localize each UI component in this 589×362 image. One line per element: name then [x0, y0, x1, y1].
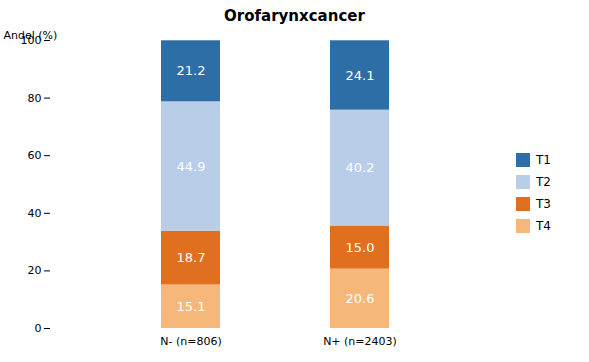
svg-text:20.6: 20.6: [346, 291, 375, 306]
svg-text:80: 80: [28, 92, 42, 105]
svg-text:21.2: 21.2: [177, 63, 206, 78]
svg-text:N+ (n=2403): N+ (n=2403): [323, 335, 397, 348]
svg-text:18.7: 18.7: [177, 250, 206, 265]
html-text:T1: T1: [536, 153, 551, 167]
svg-text:Andel (%): Andel (%): [4, 29, 58, 42]
html-text:T3: T3: [536, 197, 551, 211]
svg-text:N- (n=806): N- (n=806): [160, 335, 221, 348]
svg-text:0: 0: [35, 322, 42, 335]
svg-text:15.1: 15.1: [177, 299, 206, 314]
svg-text:24.1: 24.1: [346, 68, 375, 83]
svg-text:44.9: 44.9: [177, 159, 206, 174]
html-text:Orofarynxcancer: Orofarynxcancer: [224, 7, 365, 25]
html-text:T4: T4: [536, 219, 551, 233]
svg-text:15.0: 15.0: [346, 240, 375, 255]
html-text:T2: T2: [536, 175, 551, 189]
svg-text:60: 60: [28, 149, 42, 162]
svg-text:40: 40: [28, 207, 42, 220]
svg-text:40.2: 40.2: [346, 160, 375, 175]
svg-text:20: 20: [28, 264, 42, 277]
